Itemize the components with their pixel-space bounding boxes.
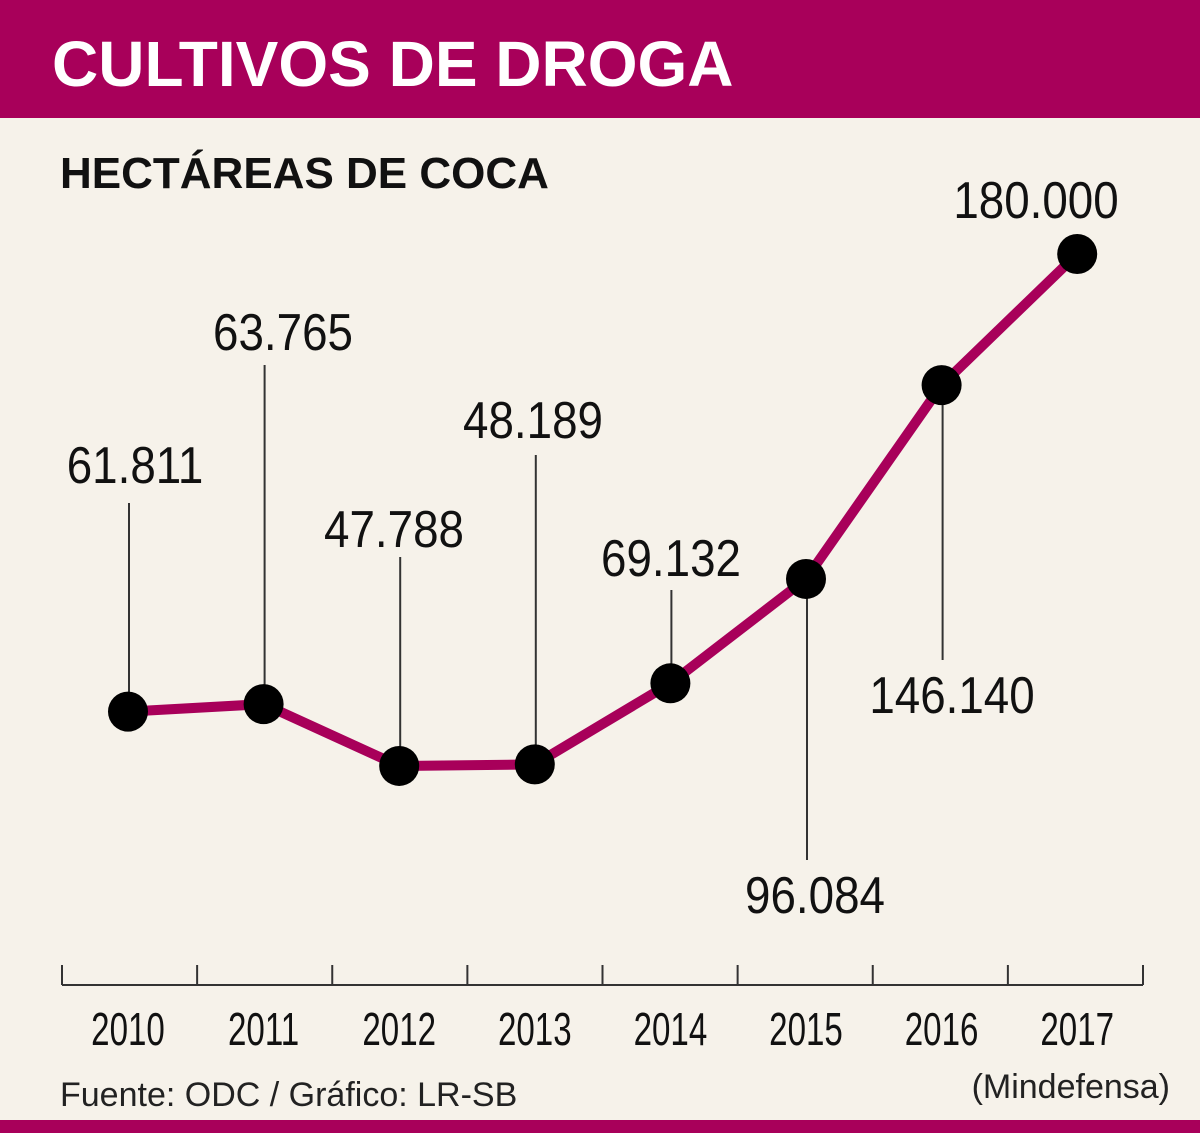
data-label: 69.132 <box>601 530 741 587</box>
data-label: 96.084 <box>745 867 885 924</box>
header-band <box>0 0 1200 118</box>
x-tick-label: 2014 <box>634 1005 708 1055</box>
x-tick-label: 2013 <box>498 1005 572 1055</box>
chart-title: CULTIVOS DE DROGA <box>52 28 734 100</box>
data-point <box>243 684 284 725</box>
data-label: 146.140 <box>869 667 1034 724</box>
x-tick-label: 2016 <box>905 1005 979 1055</box>
x-tick-label: 2011 <box>228 1005 299 1055</box>
x-tick-label: 2015 <box>769 1005 843 1055</box>
category-note-2017: (Mindefensa) <box>972 1068 1170 1106</box>
data-point <box>379 745 420 786</box>
x-tick-label: 2010 <box>91 1005 165 1055</box>
source-note: Fuente: ODC / Gráfico: LR-SB <box>60 1076 517 1114</box>
data-label: 47.788 <box>324 501 464 558</box>
data-point <box>921 365 962 406</box>
data-label: 48.189 <box>463 392 603 449</box>
data-point <box>514 744 555 785</box>
footer-band <box>0 1120 1200 1133</box>
chart-subtitle: HECTÁREAS DE COCA <box>60 148 549 198</box>
data-label: 63.765 <box>213 304 353 361</box>
x-tick-label: 2012 <box>362 1005 436 1055</box>
series-path <box>127 250 1081 771</box>
data-label: 61.811 <box>67 437 204 494</box>
data-point <box>108 691 148 732</box>
x-tick-label: 2017 <box>1040 1005 1114 1055</box>
data-point <box>1057 234 1098 274</box>
data-label: 180.000 <box>953 172 1118 229</box>
data-point <box>650 663 691 704</box>
x-axis: 2010 2011 2012 2013 2014 2015 2016 2017 <box>61 965 1144 1055</box>
data-point <box>786 558 826 599</box>
series-line <box>108 234 1098 786</box>
data-labels: 61.811 63.765 47.788 48.189 69.132 96.084 146.… <box>67 172 1119 924</box>
